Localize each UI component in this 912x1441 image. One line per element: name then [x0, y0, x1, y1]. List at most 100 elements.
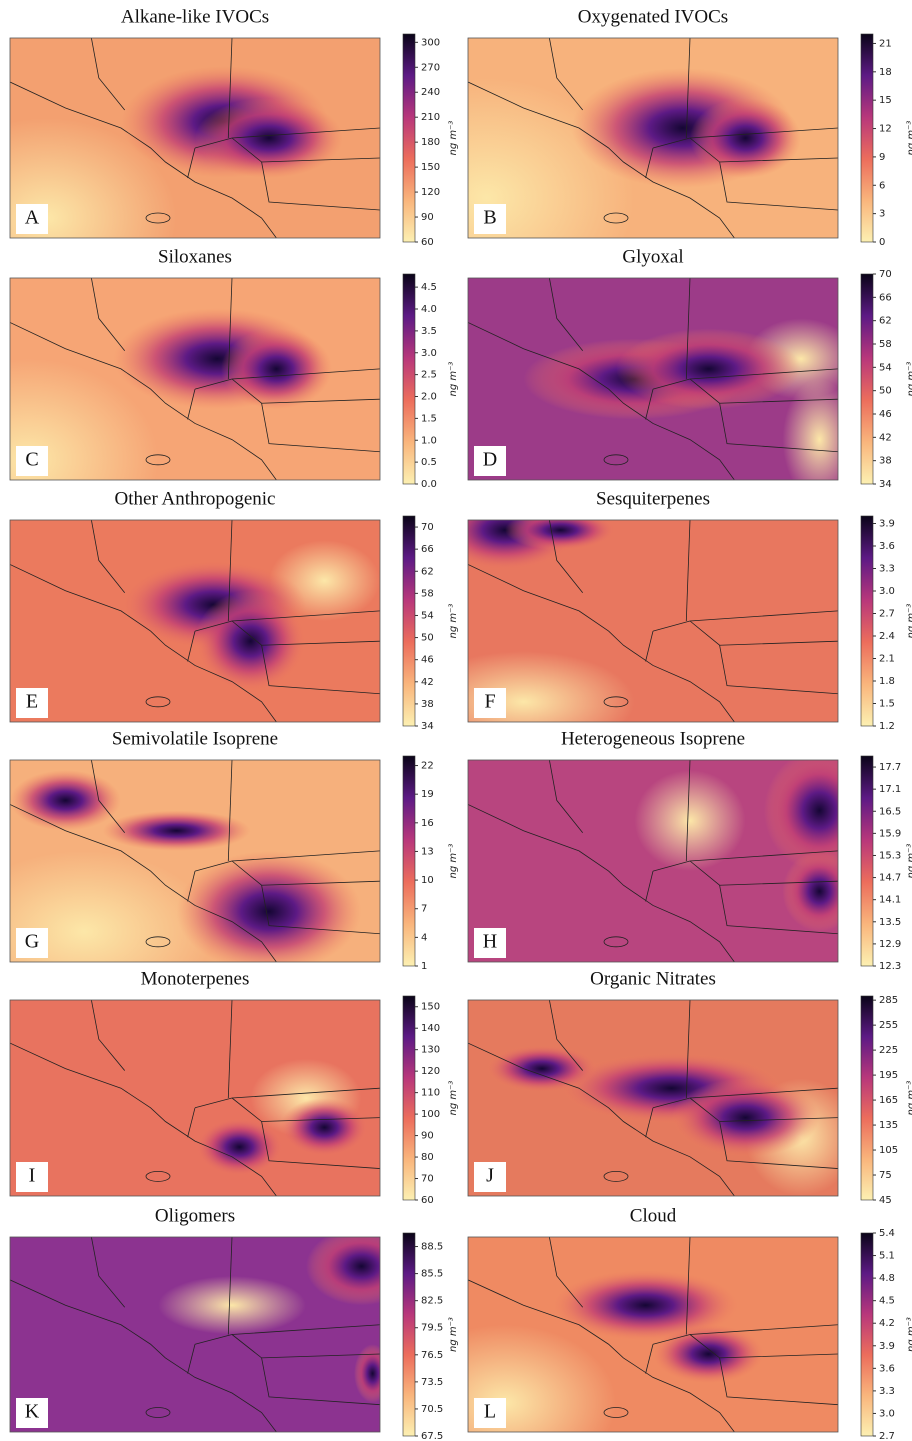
- colorbar-tick-label: 42: [879, 432, 892, 443]
- boundary: [227, 1000, 233, 1099]
- low-region: [158, 1276, 306, 1335]
- hotspot: [220, 328, 332, 410]
- hotspot: [176, 850, 362, 962]
- colorbar-tick-label: 70.5: [421, 1404, 443, 1415]
- boundary: [10, 322, 277, 480]
- panel-title: Siloxanes: [158, 246, 232, 267]
- colorbar-tick-label: 0.0: [421, 479, 437, 490]
- boundary: [10, 804, 277, 962]
- boundary: [685, 38, 691, 139]
- colorbar-tick-label: 73.5: [421, 1377, 443, 1388]
- colorbar: [860, 33, 874, 243]
- boundary: [10, 1042, 277, 1196]
- colorbar-tick-label: 10: [421, 875, 434, 886]
- colorbar-tick-label: 12: [879, 124, 892, 135]
- panel-title: Heterogeneous Isoprene: [561, 728, 745, 749]
- panel-title: Other Anthropogenic: [115, 488, 276, 509]
- colorbar-tick-label: 58: [421, 588, 434, 599]
- map-frame: [9, 37, 381, 239]
- map-field: [468, 760, 838, 962]
- panel-title: Oligomers: [155, 1205, 235, 1226]
- colorbar-tick-label: 13: [421, 846, 434, 857]
- colorbar-unit: ng m⁻³: [448, 844, 459, 879]
- boundary: [549, 1237, 584, 1308]
- panel-letter: D: [483, 449, 497, 471]
- colorbar-tick-label: 300: [421, 37, 440, 48]
- panel-letter: A: [25, 207, 40, 229]
- map-field: [468, 520, 838, 722]
- panel-title: Alkane-like IVOCs: [121, 6, 269, 27]
- letter-box: [474, 1162, 506, 1192]
- colorbar-tick-label: 165: [879, 1095, 898, 1106]
- boundary: [468, 81, 735, 238]
- colorbar-tick-label: 19: [421, 789, 434, 800]
- panel-letter: F: [484, 691, 495, 713]
- letter-box: [16, 688, 48, 718]
- hotspot: [195, 98, 343, 178]
- boundary: [685, 760, 691, 862]
- panel-title: Glyoxal: [622, 246, 683, 267]
- boundary: [261, 645, 380, 695]
- colorbar-unit: ng m⁻³: [448, 1081, 459, 1116]
- boundary: [261, 1357, 380, 1406]
- colorbar-tick-label: 225: [879, 1045, 898, 1056]
- low-region: [10, 850, 214, 962]
- panel-letter: I: [29, 1165, 36, 1187]
- map-field: [10, 1237, 380, 1432]
- colorbar-tick-label: 1.5: [879, 699, 895, 710]
- boundary: [549, 520, 584, 593]
- colorbar-tick-label: 120: [421, 1066, 440, 1077]
- boundary: [719, 1357, 838, 1406]
- colorbar-tick-label: 13.5: [879, 917, 901, 928]
- boundary: [227, 760, 233, 862]
- boundary: [549, 1000, 584, 1071]
- hotspot: [195, 590, 306, 692]
- colorbar-tick-label: 3.9: [879, 519, 895, 530]
- low-region: [782, 379, 838, 480]
- letter-box: [16, 928, 48, 958]
- hotspot: [486, 1045, 598, 1093]
- letter-box: [474, 446, 506, 476]
- map: [9, 519, 381, 723]
- colorbar-tick-label: 88.5: [421, 1242, 443, 1253]
- colorbar-tick-label: 50: [879, 386, 892, 397]
- island: [603, 212, 629, 224]
- colorbar-tick-label: 54: [421, 610, 434, 621]
- colorbar-unit: ng m⁻³: [906, 362, 912, 397]
- panel-title: Cloud: [630, 1205, 677, 1226]
- colorbar-tick-label: 90: [421, 212, 434, 223]
- island: [145, 212, 171, 224]
- panel-title: Monoterpenes: [141, 968, 250, 989]
- hotspot: [553, 1270, 739, 1341]
- letter-box: [474, 928, 506, 958]
- colorbar-tick-label: 85.5: [421, 1269, 443, 1280]
- island: [145, 1171, 171, 1182]
- boundary: [719, 1121, 838, 1169]
- colorbar-tick-label: 285: [879, 995, 898, 1006]
- colorbar: [860, 995, 874, 1201]
- colorbar-tick-label: 34: [879, 479, 892, 490]
- boundary: [719, 645, 838, 695]
- map: [467, 277, 839, 481]
- colorbar-tick-label: 54: [879, 362, 892, 373]
- map-frame: [9, 519, 381, 723]
- low-region: [634, 770, 746, 872]
- panel-title: Sesquiterpenes: [596, 488, 710, 509]
- colorbar-tick-label: 17.7: [879, 762, 901, 773]
- boundary: [187, 389, 196, 420]
- boundary: [187, 147, 196, 179]
- colorbar-tick-label: 140: [421, 1023, 440, 1034]
- colorbar-tick-label: 150: [421, 162, 440, 173]
- map-field: [468, 278, 838, 480]
- island: [603, 1171, 629, 1182]
- colorbar-tick-label: 120: [421, 187, 440, 198]
- map-field: [10, 38, 380, 238]
- boundary: [91, 38, 126, 111]
- colorbar-unit: ng m⁻³: [906, 604, 912, 639]
- letter-box: [16, 1398, 48, 1428]
- boundary: [645, 147, 654, 179]
- boundary: [685, 278, 691, 380]
- colorbar-unit: ng m⁻³: [906, 844, 912, 879]
- colorbar: [402, 33, 416, 243]
- map: [467, 1236, 839, 1433]
